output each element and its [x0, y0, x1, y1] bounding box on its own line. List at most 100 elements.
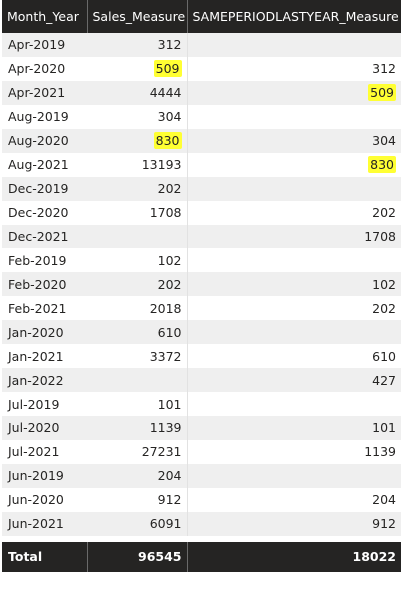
cell-month-year: Feb-2019 — [8, 252, 67, 268]
cell-sales-measure: 101 — [87, 392, 188, 416]
cell-sales-measure: 102 — [87, 248, 188, 273]
cell-sales-measure: 27231 — [87, 439, 188, 464]
cell-sameperiodlastyear-measure: 202 — [372, 205, 396, 221]
cell-sameperiodlastyear-measure: 610 — [372, 348, 396, 364]
table-row[interactable]: Aug-2021 13193 830 — [2, 152, 401, 177]
cell-sales-measure: 1708 — [87, 200, 188, 225]
cell-sameperiodlastyear-measure: 509 — [187, 80, 401, 105]
cell-month-year: Jun-2020 — [8, 492, 64, 508]
cell-month-year: Jun-2019 — [2, 463, 87, 488]
cell-sales-measure: 304 — [87, 104, 188, 129]
cell-month-year: Aug-2019 — [8, 109, 69, 125]
cell-sameperiodlastyear-measure — [187, 248, 401, 272]
cell-month-year: Feb-2020 — [2, 272, 87, 297]
cell-sales-measure: 202 — [87, 176, 188, 201]
table-row[interactable]: Apr-2019 312 — [2, 33, 401, 57]
cell-sameperiodlastyear-measure: 312 — [372, 61, 396, 77]
cell-month-year: Dec-2020 — [8, 205, 69, 221]
cell-month-year: Apr-2021 — [2, 80, 87, 105]
cell-sales-measure: 912 — [87, 487, 188, 512]
cell-sales-measure — [87, 368, 188, 393]
cell-sales-measure: 830 — [87, 128, 188, 153]
cell-sameperiodlastyear-measure: 202 — [372, 300, 396, 316]
cell-month-year: Jul-2020 — [2, 416, 87, 440]
table-body: Apr-2019 312 Apr-2020 509 312 Apr-2021 4444 509… — [2, 33, 401, 536]
total-last-year: 18022 — [187, 541, 401, 572]
table-row[interactable]: Jan-2021 3372 610 — [2, 344, 401, 369]
cell-sameperiodlastyear-measure — [187, 105, 401, 129]
table-row[interactable]: Feb-2021 2018 202 — [2, 296, 401, 321]
highlighted-value: 830 — [368, 156, 396, 174]
cell-sameperiodlastyear-measure — [187, 392, 401, 416]
table-row[interactable]: Jan-2022 427 — [2, 368, 401, 393]
cell-month-year: Jan-2022 — [2, 368, 87, 393]
cell-month-year: Dec-2019 — [2, 176, 87, 201]
cell-sales-measure: 204 — [87, 463, 188, 488]
cell-sales-measure: 202 — [87, 272, 188, 297]
table-row[interactable]: Apr-2020 509 312 — [2, 56, 401, 81]
cell-sameperiodlastyear-measure — [187, 176, 401, 201]
table-row[interactable]: Aug-2019 304 — [2, 104, 401, 129]
cell-sales-measure: 4444 — [87, 80, 188, 105]
data-table: Month_Year Sales_Measure SAMEPERIODLASTY… — [2, 0, 401, 572]
cell-month-year: Apr-2020 — [8, 61, 66, 77]
column-header-sales-measure[interactable]: Sales_Measure — [87, 0, 188, 33]
cell-sameperiodlastyear-measure: 1708 — [187, 224, 401, 249]
cell-month-year: Aug-2021 — [8, 157, 69, 173]
cell-sales-measure: 13193 — [87, 152, 188, 177]
total-label: Total — [2, 541, 88, 572]
cell-month-year: Jan-2021 — [8, 348, 64, 364]
table-row[interactable]: Feb-2020 202 102 — [2, 272, 401, 297]
table-row[interactable]: Apr-2021 4444 509 — [2, 80, 401, 105]
column-header-month-year[interactable]: Month_Year — [2, 0, 88, 33]
table-row[interactable]: Jul-2021 27231 1139 — [2, 439, 401, 464]
cell-sameperiodlastyear-measure: 912 — [187, 511, 401, 536]
cell-month-year: Feb-2021 — [8, 300, 67, 316]
header-row: Month_Year Sales_Measure SAMEPERIODLASTY… — [2, 0, 401, 33]
table-row[interactable]: Feb-2019 102 — [2, 248, 401, 273]
highlighted-value: 509 — [368, 84, 396, 102]
cell-sameperiodlastyear-measure — [187, 463, 401, 488]
table-row[interactable]: Dec-2019 202 — [2, 176, 401, 201]
table-row[interactable]: Jul-2020 1139 101 — [2, 416, 401, 440]
highlighted-value: 830 — [153, 132, 182, 150]
cell-month-year: Apr-2019 — [2, 33, 87, 57]
table-header: Month_Year Sales_Measure SAMEPERIODLASTY… — [2, 0, 401, 33]
table-row[interactable]: Jun-2019 204 — [2, 463, 401, 488]
total-row: Total 96545 18022 — [2, 541, 401, 572]
cell-month-year: Jul-2019 — [8, 396, 60, 412]
highlighted-value: 509 — [153, 60, 182, 78]
table-row[interactable]: Dec-2020 1708 202 — [2, 200, 401, 225]
table-row[interactable]: Dec-2021 1708 — [2, 224, 401, 249]
cell-month-year: Jun-2021 — [2, 511, 87, 536]
table-row[interactable]: Jul-2019 101 — [2, 392, 401, 416]
table-row[interactable]: Jun-2021 6091 912 — [2, 511, 401, 536]
cell-sameperiodlastyear-measure: 1139 — [364, 444, 396, 460]
cell-sameperiodlastyear-measure: 204 — [372, 492, 396, 508]
cell-sales-measure: 1139 — [87, 416, 188, 440]
table-row[interactable]: Jan-2020 610 — [2, 320, 401, 345]
cell-sales-measure: 312 — [87, 33, 188, 57]
cell-sameperiodlastyear-measure: 830 — [187, 153, 401, 177]
cell-sales-measure: 610 — [87, 320, 188, 345]
cell-sameperiodlastyear-measure: 427 — [187, 368, 401, 393]
cell-sameperiodlastyear-measure: 101 — [187, 416, 401, 440]
table-row[interactable]: Jun-2020 912 204 — [2, 487, 401, 512]
column-header-sameperiodlastyear-measure[interactable]: SAMEPERIODLASTYEAR_Measure — [187, 0, 401, 33]
cell-sales-measure: 509 — [87, 56, 188, 81]
cell-sameperiodlastyear-measure: 304 — [187, 128, 401, 153]
cell-sameperiodlastyear-measure — [187, 33, 401, 57]
cell-month-year: Dec-2021 — [2, 224, 87, 249]
table-footer: Total 96545 18022 — [2, 535, 401, 572]
cell-month-year: Jul-2021 — [8, 444, 60, 460]
cell-sameperiodlastyear-measure: 102 — [187, 272, 401, 297]
cell-month-year: Aug-2020 — [2, 128, 87, 153]
cell-sameperiodlastyear-measure — [187, 320, 401, 345]
table-row[interactable]: Aug-2020 830 304 — [2, 128, 401, 153]
cell-sales-measure: 2018 — [87, 296, 188, 321]
total-sales: 96545 — [87, 541, 188, 572]
cell-sales-measure: 6091 — [87, 511, 188, 536]
cell-sales-measure: 3372 — [87, 344, 188, 369]
cell-month-year: Jan-2020 — [2, 320, 87, 345]
